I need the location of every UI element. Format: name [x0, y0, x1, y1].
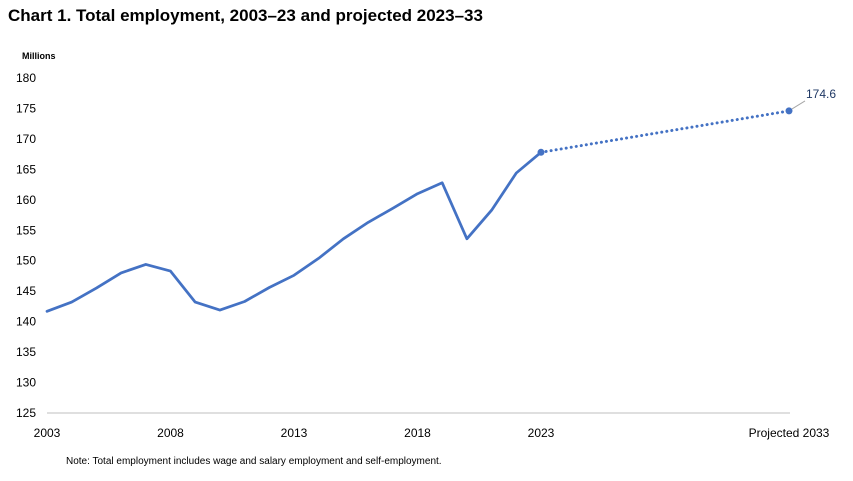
y-tick-label: 150: [16, 254, 36, 268]
y-tick-label: 130: [16, 376, 36, 390]
y-tick-label: 155: [16, 223, 36, 237]
y-tick-label: 135: [16, 345, 36, 359]
end-value-label: 174.6: [806, 87, 836, 101]
y-tick-label: 170: [16, 132, 36, 146]
y-axis-title: Millions: [22, 51, 56, 61]
x-axis-tick-labels: 2003 2008 2013 2018 2023 Projected 2033: [34, 426, 830, 440]
data-point-marker: [537, 148, 545, 156]
chart-title: Chart 1. Total employment, 2003–23 and p…: [8, 6, 483, 25]
chart-note: Note: Total employment includes wage and…: [66, 456, 442, 467]
y-tick-label: 175: [16, 101, 36, 115]
y-axis-tick-labels: 125 130 135 140 145 150 155 160 165 170 175 180: [16, 71, 36, 420]
y-tick-label: 145: [16, 284, 36, 298]
x-tick-label: 2023: [528, 426, 555, 440]
x-tick-label: 2013: [281, 426, 308, 440]
series-layer: [45, 109, 791, 313]
projected-series-line: [539, 109, 791, 154]
y-tick-label: 140: [16, 315, 36, 329]
historical-series-line: [45, 150, 543, 313]
x-tick-label: 2008: [157, 426, 184, 440]
y-tick-label: 165: [16, 162, 36, 176]
x-tick-label: 2018: [404, 426, 431, 440]
data-point-marker: [785, 107, 793, 115]
marker-layer: 174.6: [537, 87, 836, 156]
x-tick-label: 2003: [34, 426, 61, 440]
y-tick-label: 160: [16, 193, 36, 207]
y-tick-label: 180: [16, 71, 36, 85]
x-tick-label: Projected 2033: [749, 426, 830, 440]
y-tick-label: 125: [16, 406, 36, 420]
data-label-leader-line: [791, 100, 806, 110]
